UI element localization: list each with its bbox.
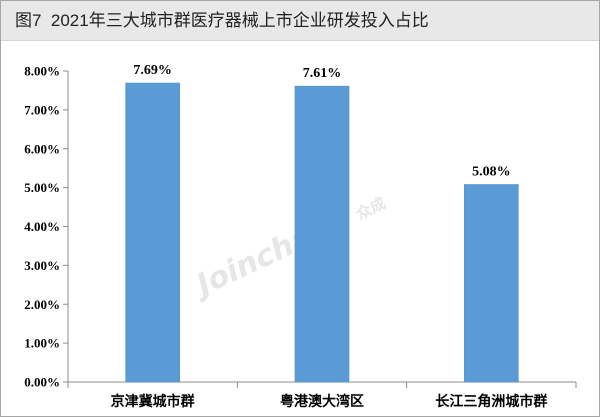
category-label: 京津冀城市群	[111, 393, 195, 410]
labels: 0.00% 1.00% 2.00% 3.00% 4.00% 5.00% 6.00% 7.00%…	[24, 63, 547, 410]
y-tick-label: 4.00%	[24, 219, 60, 234]
data-label: 7.69%	[133, 63, 172, 78]
bar	[294, 85, 350, 383]
watermark-brand-cn-text: 众成	[353, 194, 388, 223]
y-tick-label: 0.00%	[24, 375, 60, 390]
y-tick-label: 5.00%	[24, 180, 60, 195]
category-label: 粤港澳大湾区	[280, 393, 364, 410]
y-tick-label: 6.00%	[24, 141, 60, 156]
bar	[464, 184, 519, 383]
y-tick-label: 2.00%	[24, 297, 60, 312]
chart-title: 图7 2021年三大城市群医疗器械上市企业研发投入占比	[1, 1, 599, 41]
watermark: Joinchain 众成	[187, 194, 388, 305]
data-label: 7.61%	[303, 66, 342, 81]
bars	[125, 82, 519, 383]
category-label: 长江三角洲城市群	[435, 393, 547, 410]
y-tick-label: 1.00%	[24, 336, 60, 351]
data-label: 5.08%	[472, 165, 511, 180]
y-tick-label: 7.00%	[24, 102, 60, 117]
bar	[125, 82, 180, 383]
y-tick-label: 8.00%	[24, 64, 60, 79]
y-tick-label: 3.00%	[24, 258, 60, 273]
